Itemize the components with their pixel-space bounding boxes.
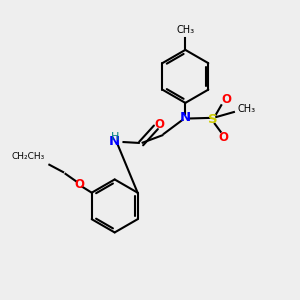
Text: O: O bbox=[219, 130, 229, 143]
Text: S: S bbox=[208, 113, 218, 126]
Text: N: N bbox=[180, 110, 191, 124]
Text: CH₃: CH₃ bbox=[238, 104, 256, 114]
Text: N: N bbox=[109, 135, 120, 148]
Text: CH₃: CH₃ bbox=[176, 25, 194, 34]
Text: O: O bbox=[74, 178, 84, 191]
Text: O: O bbox=[221, 93, 231, 106]
Text: H: H bbox=[111, 132, 120, 142]
Text: CH₂CH₃: CH₂CH₃ bbox=[11, 152, 45, 161]
Text: O: O bbox=[154, 118, 164, 131]
